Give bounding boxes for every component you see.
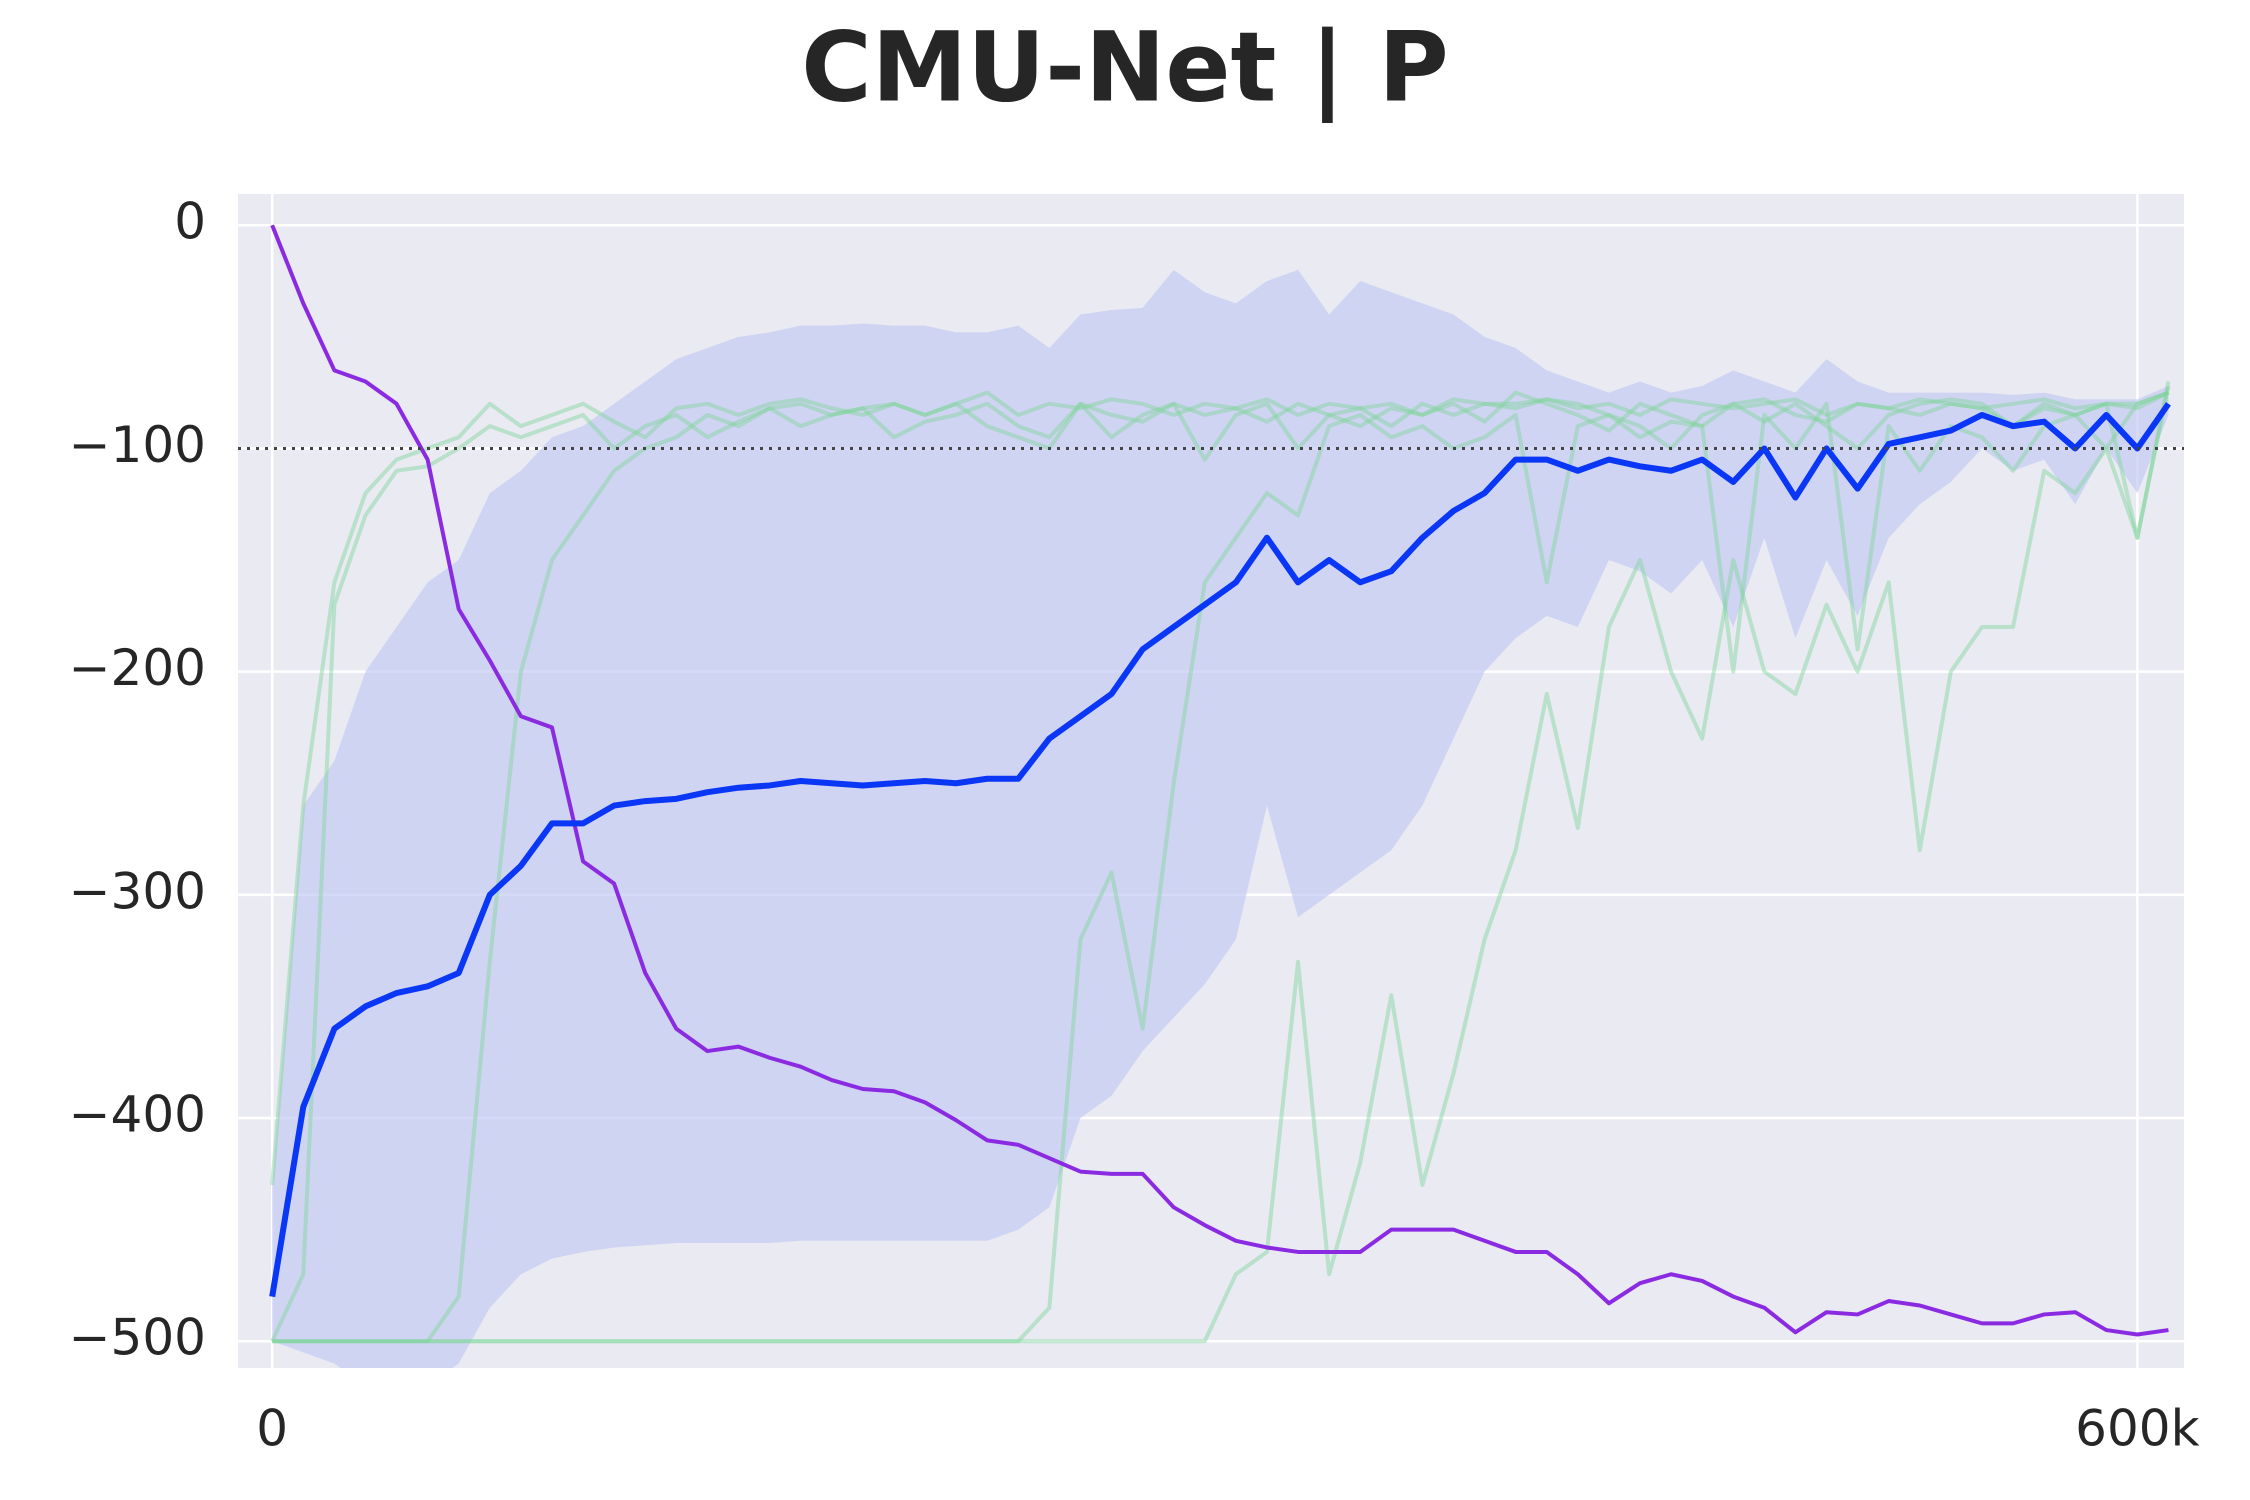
y-tick-label: −400 xyxy=(69,1086,206,1144)
series-line xyxy=(270,224,2169,1337)
series-line xyxy=(272,385,2171,1344)
y-tick-label: −200 xyxy=(69,639,206,697)
series-line xyxy=(272,381,2171,1344)
band xyxy=(272,269,2169,1368)
labels: 0 −100 −200 −300 −400 −500 0 600k xyxy=(69,193,2200,1458)
x-tick-label: 600k xyxy=(2075,1400,2199,1458)
series-line xyxy=(270,390,2170,1186)
y-tick-label: −300 xyxy=(69,862,206,920)
y-tick-label: 0 xyxy=(174,193,206,251)
y-tick-label: −500 xyxy=(69,1309,206,1367)
chart-title: CMU-Net | P xyxy=(801,11,1448,124)
series-line xyxy=(270,390,2170,1343)
marks xyxy=(238,224,2184,1368)
series-line xyxy=(269,402,2171,1298)
y-tick-label: −100 xyxy=(69,416,206,474)
series-line xyxy=(272,390,2170,1344)
x-tick-label: 0 xyxy=(256,1400,288,1458)
